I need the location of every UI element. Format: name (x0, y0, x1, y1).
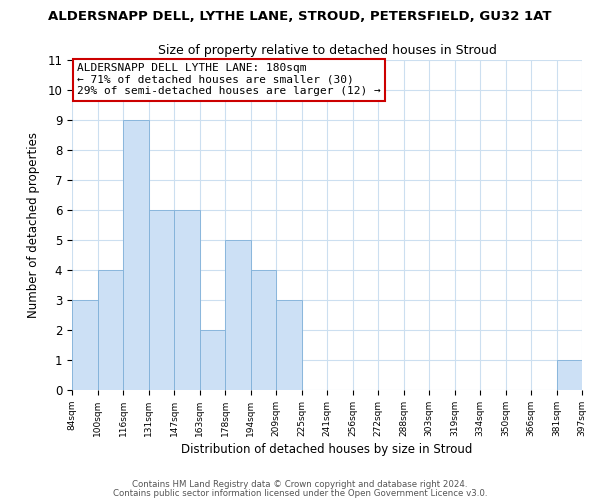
Text: ALDERSNAPP DELL, LYTHE LANE, STROUD, PETERSFIELD, GU32 1AT: ALDERSNAPP DELL, LYTHE LANE, STROUD, PET… (48, 10, 552, 23)
Bar (276, 300, 302, 390)
Bar (174, 210, 199, 390)
X-axis label: Distribution of detached houses by size in Stroud: Distribution of detached houses by size … (181, 443, 473, 456)
Text: ALDERSNAPP DELL LYTHE LANE: 180sqm
← 71% of detached houses are smaller (30)
29%: ALDERSNAPP DELL LYTHE LANE: 180sqm ← 71%… (77, 63, 381, 96)
Bar (72, 300, 97, 390)
Y-axis label: Number of detached properties: Number of detached properties (28, 132, 40, 318)
Bar (97, 270, 123, 390)
Bar (225, 240, 251, 390)
Text: Contains public sector information licensed under the Open Government Licence v3: Contains public sector information licen… (113, 490, 487, 498)
Bar (123, 120, 149, 390)
Text: Contains HM Land Registry data © Crown copyright and database right 2024.: Contains HM Land Registry data © Crown c… (132, 480, 468, 489)
Title: Size of property relative to detached houses in Stroud: Size of property relative to detached ho… (158, 44, 496, 58)
Bar (149, 210, 174, 390)
Bar (199, 330, 225, 390)
Bar (557, 360, 582, 390)
Bar (251, 270, 276, 390)
